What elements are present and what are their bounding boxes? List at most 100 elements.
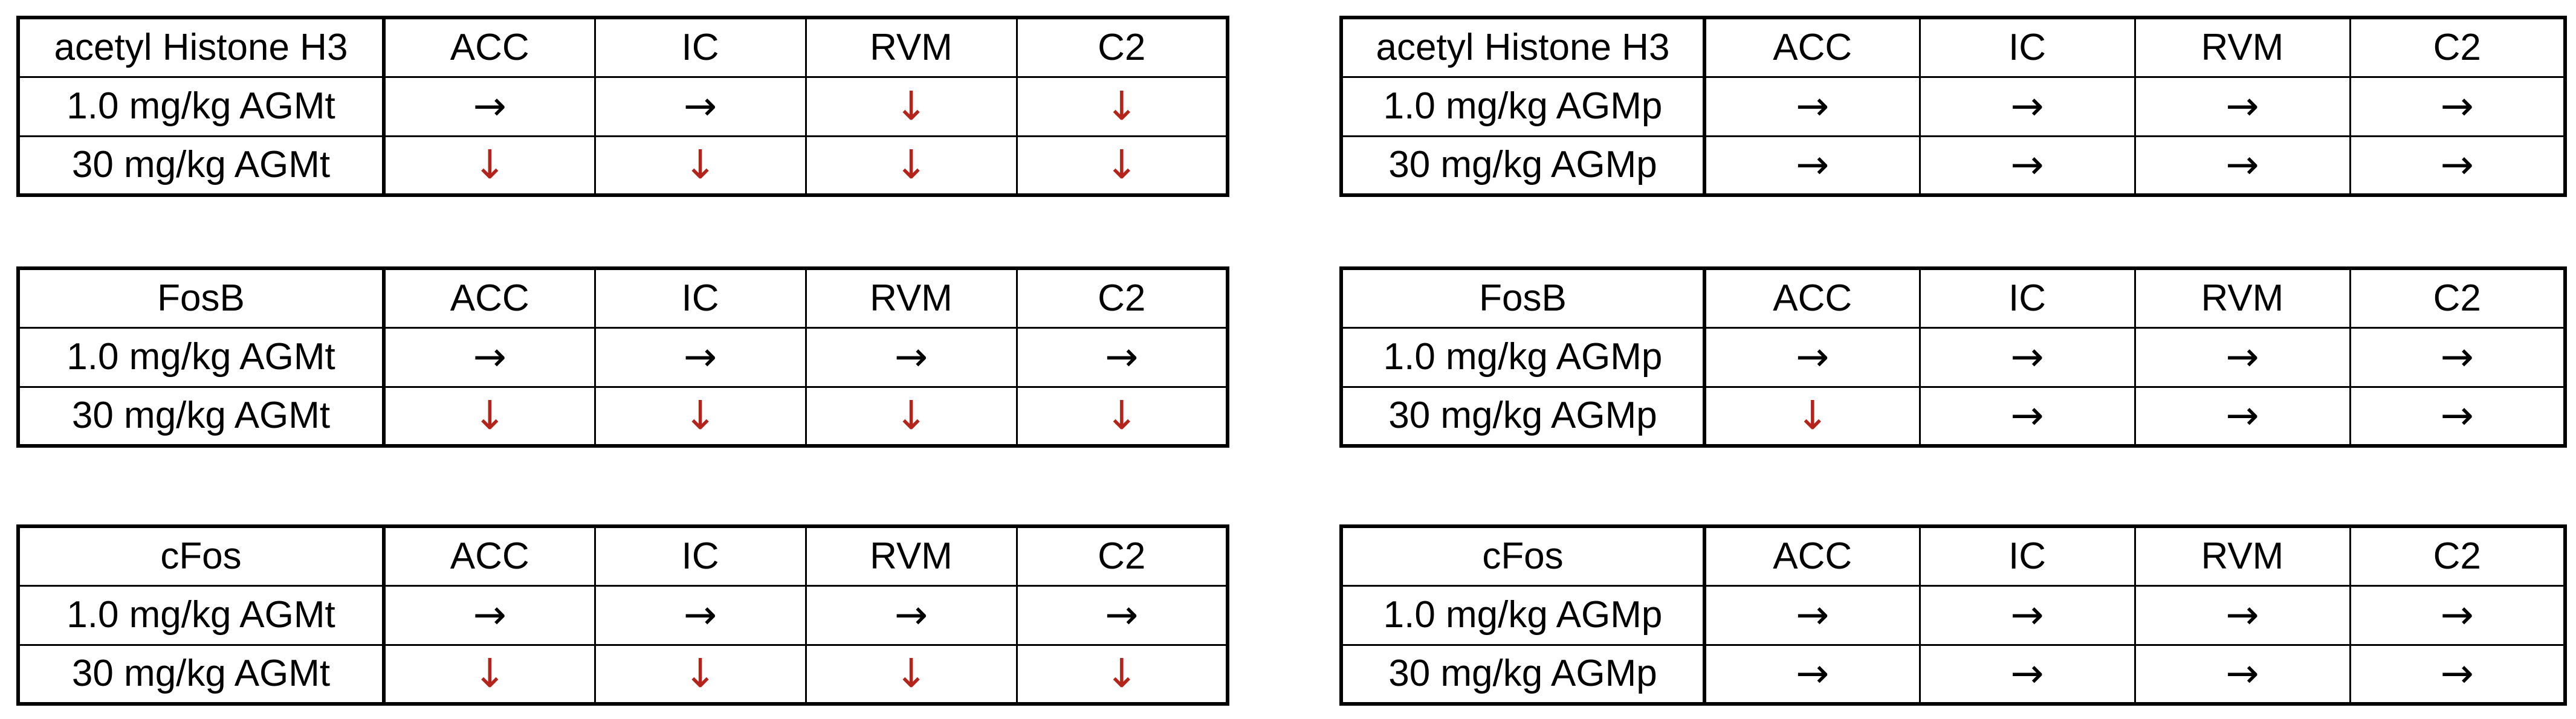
change-cell: → <box>2134 135 2351 196</box>
table-header-row: acetyl Histone H3 ACC IC RVM C2 <box>1340 16 2566 78</box>
table-row: 30 mg/kg AGMp ↓ → → → <box>1340 385 2566 447</box>
down-arrow-icon: ↓ <box>894 141 928 189</box>
change-cell: → <box>2349 643 2566 705</box>
right-arrow-icon: → <box>2010 334 2044 380</box>
right-arrow-icon: → <box>2225 392 2259 439</box>
region-header-c2: C2 <box>2349 525 2566 587</box>
left-table-cfos: cFos ACC IC RVM C2 1.0 mg/kg AGMt → → → … <box>16 524 1229 706</box>
right-table-acetyl-histone-h3: acetyl Histone H3 ACC IC RVM C2 1.0 mg/k… <box>1339 16 2567 197</box>
right-arrow-icon: → <box>473 592 506 638</box>
change-cell: → <box>1918 584 2136 646</box>
change-cell: → <box>2349 135 2566 196</box>
right-arrow-icon: → <box>1796 592 1830 638</box>
down-arrow-icon: ↓ <box>683 650 717 697</box>
dose-label: 30 mg/kg AGMp <box>1340 135 1706 196</box>
region-header-acc: ACC <box>383 16 596 78</box>
table-row: 30 mg/kg AGMt ↓ ↓ ↓ ↓ <box>17 643 1229 705</box>
change-cell: → <box>1015 326 1229 388</box>
right-arrow-icon: → <box>2010 650 2044 697</box>
right-arrow-icon: → <box>2010 83 2044 129</box>
change-cell: → <box>2349 326 2566 388</box>
marker-label: FosB <box>17 267 386 329</box>
down-arrow-icon: ↓ <box>473 650 506 697</box>
change-cell: → <box>1918 76 2136 137</box>
change-cell: → <box>2134 76 2351 137</box>
change-cell: → <box>594 584 807 646</box>
down-arrow-icon: ↓ <box>1105 83 1139 129</box>
region-header-ic: IC <box>1918 16 2136 78</box>
right-arrow-icon: → <box>1796 141 1830 189</box>
change-cell: → <box>594 326 807 388</box>
dose-label: 1.0 mg/kg AGMt <box>17 76 386 137</box>
right-arrow-icon: → <box>1105 592 1139 638</box>
dose-label: 30 mg/kg AGMp <box>1340 385 1706 447</box>
right-arrow-icon: → <box>683 592 717 638</box>
change-cell: → <box>1703 76 1921 137</box>
left-table-fosb: FosB ACC IC RVM C2 1.0 mg/kg AGMt → → → … <box>16 266 1229 448</box>
right-arrow-icon: → <box>1796 83 1830 129</box>
change-cell: ↓ <box>383 385 596 447</box>
change-cell: → <box>2349 385 2566 447</box>
change-cell: ↓ <box>1703 385 1921 447</box>
change-cell: → <box>594 76 807 137</box>
marker-label: cFos <box>17 525 386 587</box>
change-cell: → <box>383 584 596 646</box>
dose-label: 30 mg/kg AGMt <box>17 385 386 447</box>
down-arrow-icon: ↓ <box>1796 392 1830 439</box>
change-cell: → <box>2134 584 2351 646</box>
change-cell: ↓ <box>1015 385 1229 447</box>
change-cell: ↓ <box>1015 135 1229 196</box>
right-table-fosb: FosB ACC IC RVM C2 1.0 mg/kg AGMp → → → … <box>1339 266 2567 448</box>
table-row: 30 mg/kg AGMt ↓ ↓ ↓ ↓ <box>17 135 1229 196</box>
region-header-rvm: RVM <box>2134 525 2351 587</box>
change-cell: ↓ <box>804 135 1018 196</box>
down-arrow-icon: ↓ <box>473 392 506 439</box>
dose-label: 1.0 mg/kg AGMp <box>1340 584 1706 646</box>
right-arrow-icon: → <box>894 334 928 380</box>
region-header-ic: IC <box>594 525 807 587</box>
right-arrow-icon: → <box>2440 141 2474 189</box>
change-cell: → <box>2134 326 2351 388</box>
right-arrow-icon: → <box>2440 334 2474 380</box>
right-arrow-icon: → <box>2440 83 2474 129</box>
table-header-row: cFos ACC IC RVM C2 <box>1340 525 2566 587</box>
marker-label: cFos <box>1340 525 1706 587</box>
region-header-rvm: RVM <box>2134 267 2351 329</box>
region-header-rvm: RVM <box>804 267 1018 329</box>
down-arrow-icon: ↓ <box>1105 141 1139 189</box>
right-arrow-icon: → <box>1105 334 1139 380</box>
region-header-rvm: RVM <box>2134 16 2351 78</box>
change-cell: → <box>1918 643 2136 705</box>
change-cell: ↓ <box>804 385 1018 447</box>
change-cell: ↓ <box>804 643 1018 705</box>
region-header-acc: ACC <box>383 267 596 329</box>
region-header-c2: C2 <box>2349 267 2566 329</box>
change-cell: → <box>1918 135 2136 196</box>
table-header-row: cFos ACC IC RVM C2 <box>17 525 1229 587</box>
dose-label: 1.0 mg/kg AGMt <box>17 326 386 388</box>
down-arrow-icon: ↓ <box>683 392 717 439</box>
right-arrow-icon: → <box>2225 650 2259 697</box>
region-header-acc: ACC <box>383 525 596 587</box>
table-header-row: FosB ACC IC RVM C2 <box>1340 267 2566 329</box>
region-header-acc: ACC <box>1703 525 1921 587</box>
right-arrow-icon: → <box>2440 392 2474 439</box>
right-arrow-icon: → <box>2225 334 2259 380</box>
right-arrow-icon: → <box>2225 141 2259 189</box>
change-cell: → <box>1703 584 1921 646</box>
dose-label: 30 mg/kg AGMt <box>17 643 386 705</box>
region-header-acc: ACC <box>1703 267 1921 329</box>
dose-label: 30 mg/kg AGMp <box>1340 643 1706 705</box>
marker-label: acetyl Histone H3 <box>1340 16 1706 78</box>
left-table-acetyl-histone-h3: acetyl Histone H3 ACC IC RVM C2 1.0 mg/k… <box>16 16 1229 197</box>
right-arrow-icon: → <box>473 334 506 380</box>
table-header-row: FosB ACC IC RVM C2 <box>17 267 1229 329</box>
region-header-ic: IC <box>594 267 807 329</box>
table-row: 1.0 mg/kg AGMp → → → → <box>1340 584 2566 646</box>
change-cell: ↓ <box>383 643 596 705</box>
down-arrow-icon: ↓ <box>473 141 506 189</box>
down-arrow-icon: ↓ <box>894 392 928 439</box>
down-arrow-icon: ↓ <box>894 83 928 129</box>
change-cell: → <box>383 76 596 137</box>
change-cell: → <box>383 326 596 388</box>
